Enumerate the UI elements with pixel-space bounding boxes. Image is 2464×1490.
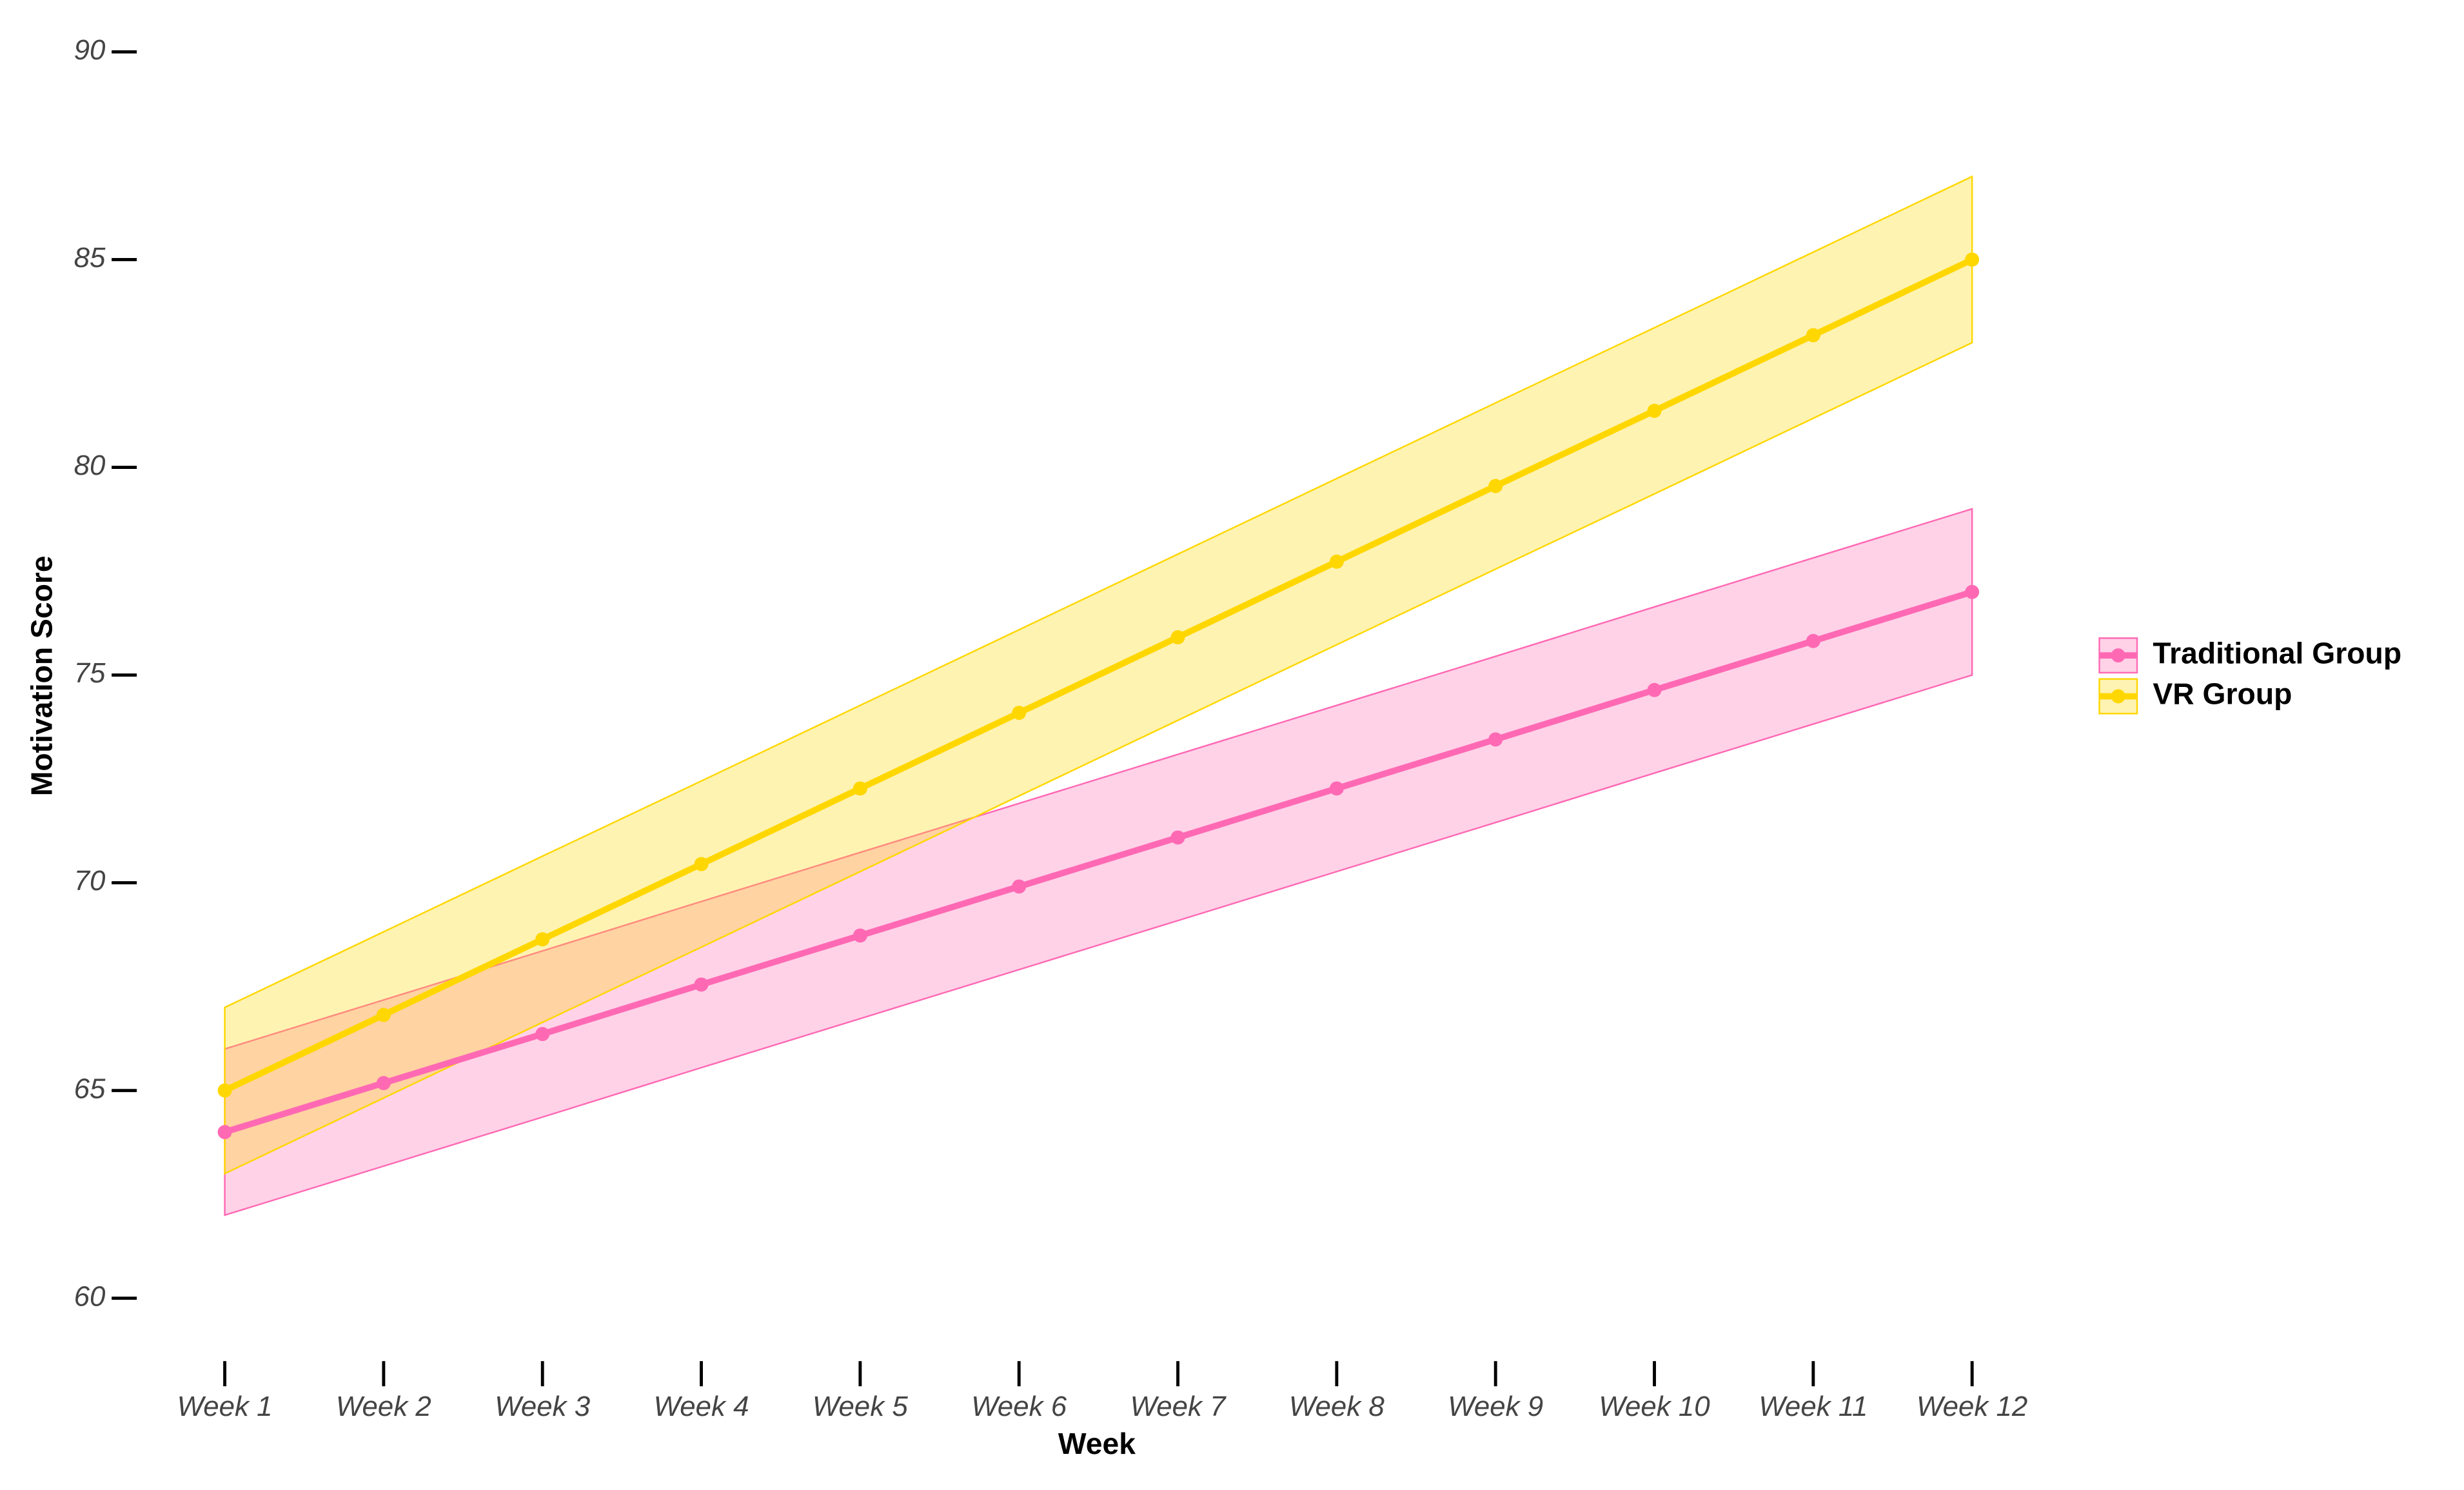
data-point (1170, 830, 1185, 845)
x-tick-label: Week 10 (1599, 1391, 1710, 1422)
y-tick-label: 85 (74, 242, 106, 273)
data-point (1012, 879, 1027, 894)
series-line (223, 257, 1974, 1094)
x-tick-label: Week 12 (1917, 1391, 2027, 1422)
data-point (376, 1076, 391, 1091)
x-tick-label: Week 4 (654, 1391, 749, 1422)
data-point (1488, 479, 1503, 493)
y-axis-title: Motivation Score (25, 555, 59, 796)
y-tick-label: 90 (74, 34, 106, 66)
x-tick-label: Week 11 (1759, 1391, 1868, 1422)
data-point (853, 928, 867, 943)
x-tick-label: Week 2 (336, 1391, 431, 1422)
y-tick-label: 75 (74, 657, 106, 689)
data-point (535, 1027, 550, 1042)
data-point (1012, 706, 1027, 720)
y-tick-label: 80 (74, 450, 106, 481)
data-point (1965, 252, 1980, 267)
data-point (694, 977, 709, 992)
data-point (1647, 682, 1662, 697)
x-tick-label: Week 5 (813, 1391, 909, 1422)
y-tick-label: 60 (74, 1280, 106, 1312)
data-point (1329, 554, 1344, 569)
data-point (217, 1125, 232, 1140)
data-point (853, 781, 867, 796)
y-tick-label: 70 (74, 865, 106, 897)
y-tick-label: 65 (74, 1073, 106, 1104)
legend-dot (2111, 689, 2125, 704)
data-point (376, 1008, 391, 1022)
x-tick-label: Week 8 (1289, 1391, 1385, 1422)
data-point (694, 857, 709, 871)
legend-dot (2111, 648, 2125, 663)
data-point (1806, 633, 1820, 648)
data-point (1170, 630, 1185, 644)
x-tick-label: Week 7 (1130, 1391, 1227, 1422)
legend-item: VR Group (2098, 677, 2292, 715)
data-point (535, 932, 550, 947)
legend-label: Traditional Group (2153, 636, 2401, 670)
x-tick-label: Week 9 (1448, 1391, 1543, 1422)
legend-label: VR Group (2153, 677, 2292, 711)
data-point (1647, 403, 1662, 418)
x-tick-label: Week 1 (177, 1391, 273, 1422)
data-point (1488, 732, 1503, 747)
legend-item: Traditional Group (2098, 636, 2401, 674)
x-axis-title: Week (1058, 1427, 1136, 1460)
x-tick-label: Week 6 (971, 1391, 1067, 1422)
x-tick-label: Week 3 (495, 1391, 590, 1422)
data-point (1329, 781, 1344, 796)
data-point (1965, 584, 1980, 599)
data-point (217, 1083, 232, 1098)
data-point (1806, 328, 1820, 343)
series-line (224, 589, 1973, 1135)
